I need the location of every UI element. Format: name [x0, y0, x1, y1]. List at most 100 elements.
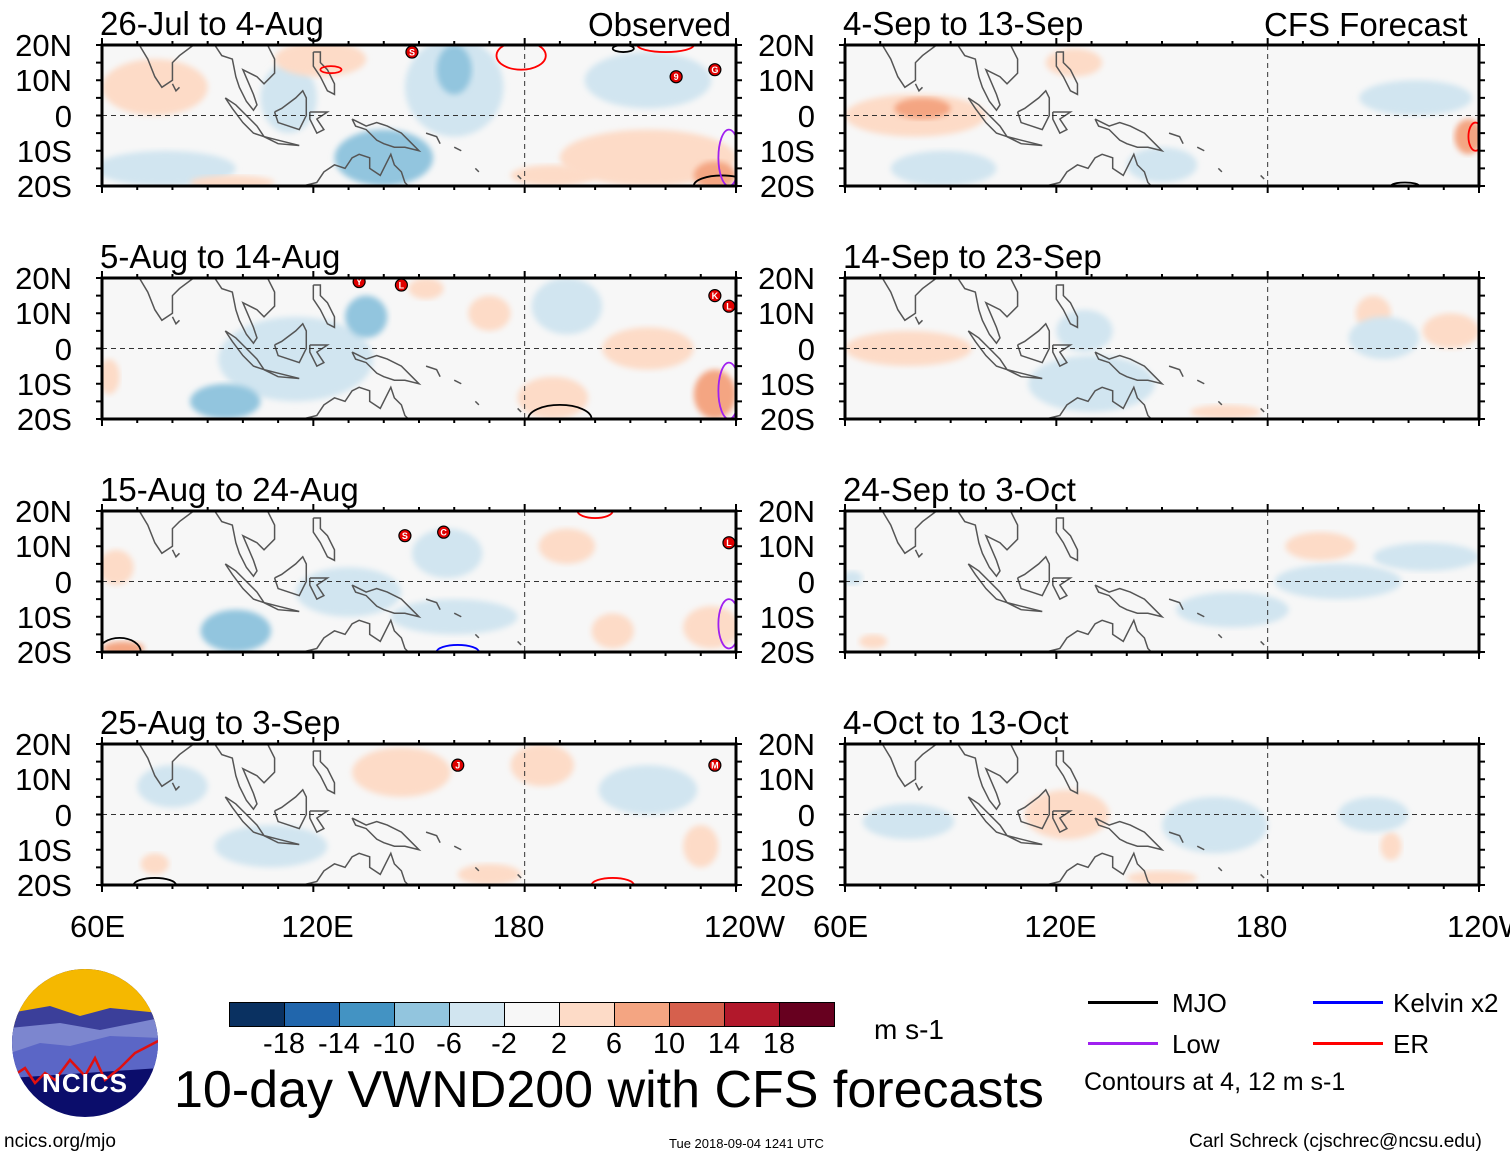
coastline: [881, 45, 938, 89]
negative-anomaly-region: [200, 609, 272, 652]
forecast-label: CFS Forecast: [1264, 6, 1468, 43]
mjo-contour: [1390, 181, 1421, 186]
svg-text:M: M: [711, 761, 719, 771]
lat-tick-label: 10S: [16, 366, 72, 402]
coastline: [881, 744, 938, 788]
positive-anomaly-region: [352, 747, 451, 797]
panel-title: 26-Jul to 4-Aug: [100, 5, 324, 42]
panel-title: 15-Aug to 24-Aug: [100, 471, 359, 508]
coastline: [1055, 750, 1079, 795]
colorbar-tick-label: 10: [652, 1028, 686, 1060]
coastline: [1016, 788, 1051, 830]
positive-anomaly-region: [859, 634, 888, 649]
colorbar-swatch: [505, 1003, 560, 1026]
positive-anomaly-region: [1126, 870, 1198, 885]
coastline: [1006, 601, 1043, 613]
negative-anomaly-region: [862, 803, 955, 840]
negative-anomaly-region: [1348, 316, 1420, 360]
coastline: [273, 788, 308, 830]
coastline: [138, 278, 195, 322]
coastline: [1196, 146, 1205, 152]
positive-anomaly-region: [693, 369, 736, 419]
colorbar-swatch: [560, 1003, 615, 1026]
lat-tick-label: 10S: [16, 599, 72, 635]
lat-tick-label: 10N: [15, 63, 72, 99]
lat-tick-label: 20S: [16, 402, 72, 437]
coastline: [351, 584, 422, 619]
lat-tick-label: 10N: [15, 296, 72, 332]
lat-tick-label: 0: [797, 564, 815, 600]
colorbar-tick-label: 14: [707, 1028, 741, 1060]
negative-anomaly-region: [102, 150, 236, 186]
svg-text:9: 9: [674, 72, 679, 82]
colorbar-swatch: [725, 1003, 780, 1026]
positive-anomaly-region: [1190, 404, 1261, 419]
colorbar-tick-label: -14: [318, 1028, 360, 1060]
lat-tick-label: 0: [797, 797, 815, 833]
lat-tick-label: 20S: [759, 169, 815, 204]
negative-anomaly-region: [390, 599, 518, 635]
coastline: [1016, 89, 1051, 131]
coastline: [273, 89, 308, 131]
coastline: [312, 517, 336, 562]
lat-tick-label: 20N: [758, 727, 815, 762]
negative-anomaly-region: [531, 278, 603, 335]
coastline: [517, 174, 522, 180]
coastline: [263, 601, 300, 613]
map-panel: S 9 G: [96, 38, 742, 193]
mjo-contour: [611, 45, 635, 53]
panel-title: 24-Sep to 3-Oct: [843, 471, 1076, 508]
map-panel: [839, 271, 1485, 426]
negative-anomaly-region: [1373, 542, 1479, 571]
colorbar-tick-label: -2: [491, 1028, 517, 1060]
positive-anomaly-region: [102, 549, 134, 586]
er-contour: [576, 511, 614, 519]
coastline: [967, 97, 1009, 139]
negative-anomaly-region: [584, 52, 712, 109]
tropical-cyclone-icon: L: [394, 278, 408, 292]
coastline: [1006, 834, 1043, 846]
colorbar-tick-label: 2: [550, 1028, 568, 1060]
svg-text:NCICS: NCICS: [42, 1068, 128, 1098]
positive-anomaly-region: [683, 606, 736, 649]
coastline: [312, 750, 336, 795]
coastline: [1260, 873, 1265, 879]
coastline: [453, 379, 462, 385]
colorbar-swatch: [780, 1003, 834, 1026]
lat-tick-label: 20N: [15, 28, 72, 63]
coastline: [1052, 577, 1073, 601]
er-contour: [1467, 121, 1479, 152]
positive-anomaly-region: [140, 853, 169, 875]
coastline: [914, 83, 924, 93]
coastline: [224, 97, 266, 139]
coastline: [1168, 365, 1184, 378]
lat-tick-label: 20S: [16, 635, 72, 670]
coastline: [967, 330, 1009, 372]
coastline: [214, 278, 276, 345]
panel-title: 4-Oct to 13-Oct: [843, 704, 1069, 741]
coastline: [957, 278, 1019, 345]
lat-tick-label: 20N: [15, 261, 72, 296]
negative-anomaly-region: [890, 150, 997, 186]
coastline: [1055, 517, 1079, 562]
lon-tick-label: 60E: [70, 909, 126, 944]
colorbar-tick-label: 18: [762, 1028, 796, 1060]
coastline: [957, 45, 1019, 112]
positive-anomaly-region: [538, 528, 596, 564]
mjo-contour: [692, 174, 736, 186]
coastline: [171, 782, 181, 792]
coastline: [273, 322, 308, 364]
positive-anomaly-region: [1380, 832, 1402, 861]
svg-text:L: L: [726, 538, 732, 548]
kelvin-legend-line: [1313, 1001, 1383, 1004]
lat-tick-label: 0: [54, 331, 72, 367]
source-url[interactable]: ncics.org/mjo: [4, 1131, 116, 1152]
map-panel: Y LKL: [96, 271, 742, 426]
svg-text:K: K: [712, 291, 719, 301]
coastline: [1044, 152, 1152, 186]
positive-anomaly-region: [683, 825, 719, 868]
negative-anomaly-region: [1028, 355, 1155, 412]
positive-anomaly-region: [1422, 313, 1479, 349]
coastline: [474, 167, 480, 173]
coastline: [453, 845, 462, 851]
